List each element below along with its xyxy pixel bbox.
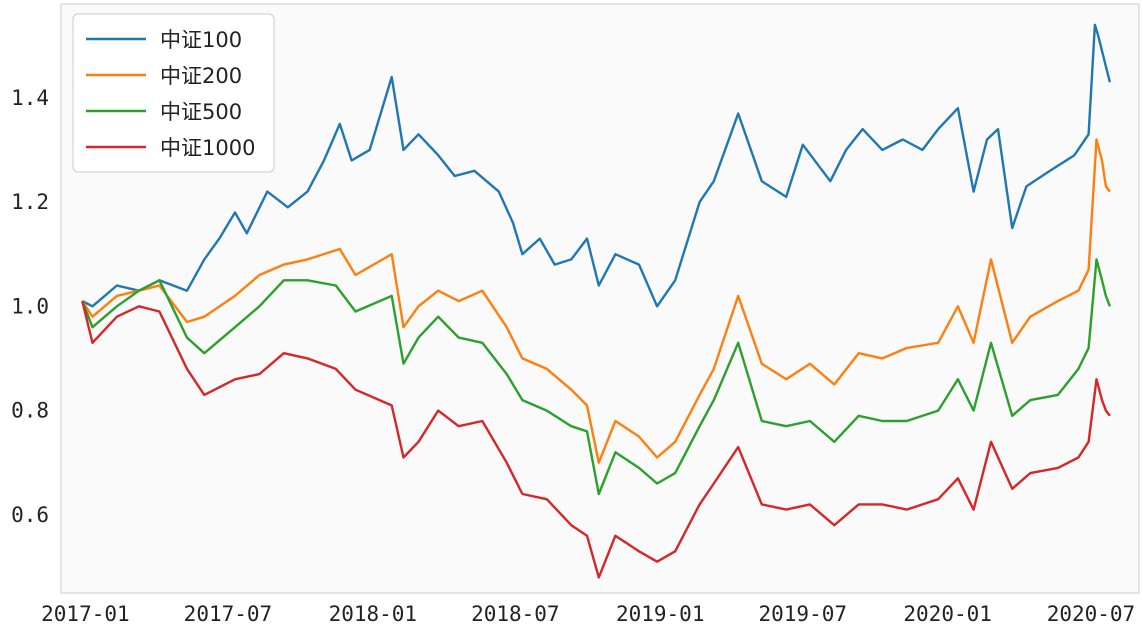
legend-label: 中证1000 — [160, 136, 255, 160]
legend-label: 中证200 — [160, 64, 242, 88]
x-tick-label: 2019-01 — [616, 602, 705, 626]
legend-box — [72, 13, 275, 173]
y-tick-label: 0.6 — [11, 503, 49, 527]
series-line-4 — [81, 300, 1111, 579]
y-axis: 0.6 0.8 1.0 1.2 1.4 — [11, 86, 49, 527]
x-tick-label: 2018-01 — [329, 602, 418, 626]
y-tick-label: 1.0 — [11, 294, 49, 318]
x-tick-label: 2017-01 — [41, 602, 130, 626]
y-tick-label: 0.8 — [11, 399, 49, 423]
series-layer — [81, 23, 1112, 579]
series-line-3 — [81, 258, 1112, 496]
series-line-1 — [81, 23, 1112, 308]
legend-label: 中证100 — [160, 28, 242, 52]
legend: 中证100 中证200 中证500 中证1000 — [72, 13, 275, 173]
y-tick-label: 1.4 — [11, 86, 49, 110]
x-tick-label: 2018-07 — [471, 602, 560, 626]
legend-label: 中证500 — [160, 100, 242, 124]
y-tick-label: 1.2 — [11, 190, 49, 214]
x-axis: 2017-01 2017-07 2018-01 2018-07 2019-01 2019-… — [41, 602, 1135, 626]
x-tick-label: 2017-07 — [184, 602, 273, 626]
x-tick-label: 2020-01 — [903, 602, 992, 626]
x-tick-label: 2020-07 — [1047, 602, 1136, 626]
series-line-2 — [81, 138, 1111, 464]
x-tick-label: 2019-07 — [759, 602, 848, 626]
